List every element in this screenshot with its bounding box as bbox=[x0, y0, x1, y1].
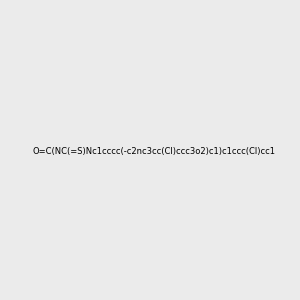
Text: O=C(NC(=S)Nc1cccc(-c2nc3cc(Cl)ccc3o2)c1)c1ccc(Cl)cc1: O=C(NC(=S)Nc1cccc(-c2nc3cc(Cl)ccc3o2)c1)… bbox=[32, 147, 275, 156]
